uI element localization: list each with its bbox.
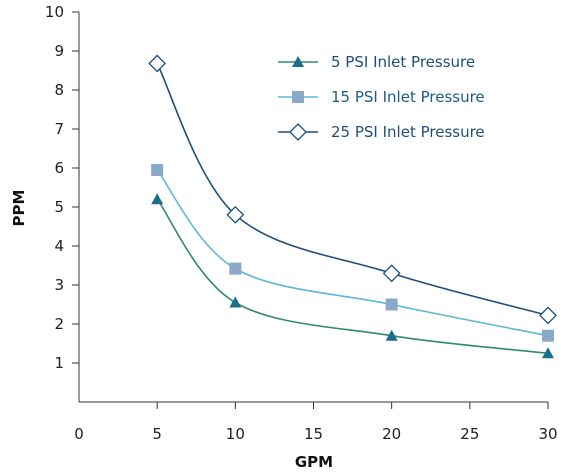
y-tick-label: 10 <box>45 3 64 21</box>
y-tick-label: 3 <box>54 276 64 294</box>
legend-marker <box>292 91 304 103</box>
x-tick-label: 0 <box>74 425 84 443</box>
data-point-5-psi-inlet-pressure <box>385 329 398 341</box>
y-tick-label: 1 <box>54 354 64 372</box>
data-point-5-psi-inlet-pressure <box>542 347 554 359</box>
data-point-15-psi-inlet-pressure <box>229 262 242 275</box>
legend-item-5-psi-inlet-pressure: 5 PSI Inlet Pressure <box>278 53 475 71</box>
data-point-25-psi-inlet-pressure <box>226 205 245 224</box>
y-tick-label: 7 <box>54 120 64 138</box>
data-point-5-psi-inlet-pressure <box>151 193 164 205</box>
x-tick-label: 20 <box>382 425 401 443</box>
legend-label: 25 PSI Inlet Pressure <box>331 123 485 141</box>
x-tick-label: 5 <box>152 425 162 443</box>
legend-marker <box>289 123 307 141</box>
data-point-15-psi-inlet-pressure <box>151 163 164 176</box>
x-tick-label: 25 <box>460 425 479 443</box>
legend: 5 PSI Inlet Pressure 15 PSI Inlet Pressur… <box>278 53 485 141</box>
series-lines <box>156 63 549 355</box>
series-line-5-psi-inlet-pressure <box>156 198 549 355</box>
x-tick-label: 30 <box>538 425 557 443</box>
legend-item-25-psi-inlet-pressure: 25 PSI Inlet Pressure <box>278 123 485 141</box>
y-tick-label: 9 <box>54 42 64 60</box>
series-markers <box>148 54 557 359</box>
x-axis: 0 5 10 15 20 25 30 <box>74 401 558 443</box>
x-tick-label: 15 <box>304 425 323 443</box>
x-tick-label: 10 <box>226 425 245 443</box>
series-line-15-psi-inlet-pressure <box>156 169 549 337</box>
legend-label: 5 PSI Inlet Pressure <box>331 53 475 71</box>
x-axis-title: GPM <box>295 453 333 471</box>
data-point-25-psi-inlet-pressure <box>539 306 557 325</box>
data-point-15-psi-inlet-pressure <box>385 298 398 311</box>
y-tick-label: 5 <box>54 198 64 216</box>
legend-marker <box>292 56 304 67</box>
data-point-25-psi-inlet-pressure <box>148 54 167 73</box>
y-tick-label: 8 <box>54 81 64 99</box>
data-point-5-psi-inlet-pressure <box>229 296 242 308</box>
legend-label: 15 PSI Inlet Pressure <box>331 88 485 106</box>
y-tick-label: 2 <box>54 315 64 333</box>
data-point-25-psi-inlet-pressure <box>382 264 401 283</box>
y-tick-label: 6 <box>54 159 64 177</box>
data-point-15-psi-inlet-pressure <box>542 329 554 342</box>
y-tick-label: 4 <box>54 237 64 255</box>
legend-item-15-psi-inlet-pressure: 15 PSI Inlet Pressure <box>278 88 485 106</box>
y-axis: 1 2 3 4 5 6 7 8 9 10 <box>45 3 80 402</box>
y-axis-title: PPM <box>10 190 28 227</box>
series-line-25-psi-inlet-pressure <box>156 63 549 317</box>
